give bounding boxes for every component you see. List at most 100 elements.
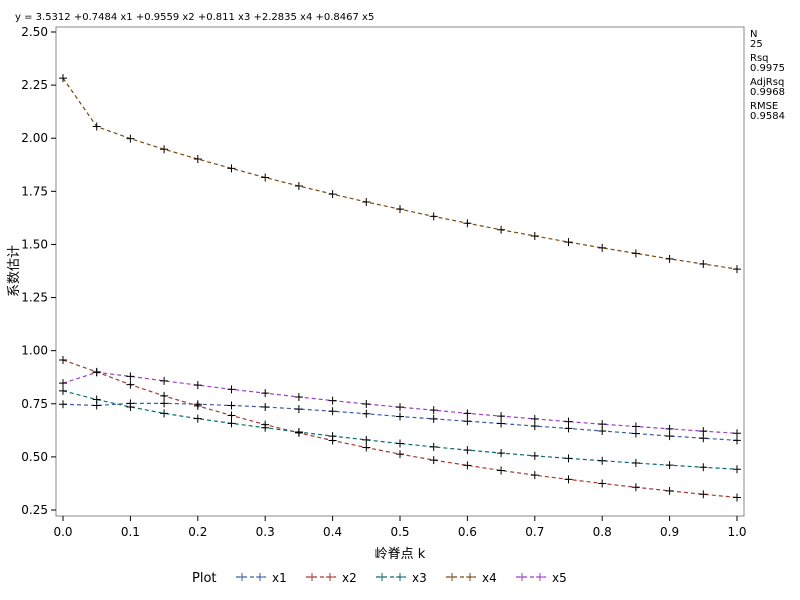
- data-point-x1: [429, 414, 438, 423]
- y-tick-label: 1.50: [21, 237, 48, 251]
- data-point-x5: [429, 406, 438, 415]
- legend-marker-x2: [326, 573, 334, 581]
- data-point-x5: [328, 396, 337, 405]
- data-point-x3: [598, 456, 607, 465]
- data-point-x2: [665, 486, 674, 495]
- legend-label-x4: x4: [482, 571, 497, 585]
- stat-label: AdjRsq: [750, 77, 785, 88]
- fit-statistics-panel: N 25 Rsq 0.9975 AdjRsq 0.9968 RMSE 0.958…: [750, 30, 785, 126]
- x-tick-label: 1.0: [727, 525, 746, 539]
- y-tick-label: 2.50: [21, 25, 48, 39]
- data-point-x4: [699, 259, 708, 268]
- data-point-x1: [631, 429, 640, 438]
- data-point-x5: [598, 420, 607, 429]
- data-point-x2: [126, 380, 135, 389]
- data-point-x4: [193, 155, 202, 164]
- data-point-x2: [227, 411, 236, 420]
- stat-rsq: Rsq 0.9975: [750, 54, 785, 74]
- data-point-x3: [463, 446, 472, 455]
- legend-title: Plot: [192, 571, 217, 586]
- x-tick-label: 0.7: [525, 525, 544, 539]
- series-line-x4: [62, 77, 738, 270]
- x-tick-label: 0.1: [121, 525, 140, 539]
- data-point-x3: [429, 442, 438, 451]
- data-point-x2: [193, 401, 202, 410]
- data-point-x5: [564, 417, 573, 426]
- data-point-x4: [92, 122, 101, 131]
- stat-value: 0.9968: [750, 87, 785, 98]
- series-line-x3: [62, 390, 738, 470]
- axes-group: 0.0 0.1 0.2 0.3 0.4 0.5 0.6 0.7 0.8 0.9 1.0 0.25 0.5…: [21, 25, 746, 539]
- data-point-x4: [126, 134, 135, 143]
- y-tick-label: 2.25: [21, 78, 48, 92]
- data-point-x5: [631, 422, 640, 431]
- y-tick-label: 1.25: [21, 291, 48, 305]
- data-point-x5: [193, 381, 202, 390]
- data-point-x1: [227, 401, 236, 410]
- data-point-x4: [362, 197, 371, 206]
- data-point-x5: [227, 385, 236, 394]
- data-point-x3: [564, 454, 573, 463]
- y-tick-label: 0.50: [21, 450, 48, 464]
- data-point-x1: [362, 409, 371, 418]
- y-tick-label: 1.75: [21, 184, 48, 198]
- data-point-x4: [227, 164, 236, 173]
- y-tick-label: 2.00: [21, 131, 48, 145]
- stat-rmse: RMSE 0.9584: [750, 102, 785, 122]
- data-point-x4: [328, 190, 337, 199]
- data-point-x5: [59, 379, 67, 388]
- legend-marker-x5: [518, 573, 526, 581]
- data-point-x3: [497, 449, 506, 458]
- x-tick-label: 0.3: [256, 525, 275, 539]
- data-point-x2: [59, 356, 67, 365]
- data-point-x4: [598, 243, 607, 252]
- data-point-x1: [294, 405, 303, 414]
- data-point-x5: [497, 412, 506, 421]
- data-point-x3: [396, 439, 404, 448]
- stat-n: N 25: [750, 30, 785, 50]
- data-point-x5: [665, 424, 674, 433]
- data-point-x4: [530, 231, 539, 240]
- data-point-x2: [631, 483, 640, 492]
- data-point-x3: [294, 428, 303, 437]
- x-tick-label: 0.8: [593, 525, 612, 539]
- data-point-x5: [699, 427, 708, 436]
- legend-marker-x4: [448, 573, 456, 581]
- data-point-x4: [160, 145, 169, 154]
- stat-value: 25: [750, 39, 763, 50]
- data-point-x2: [429, 456, 438, 465]
- data-point-x5: [396, 403, 404, 412]
- data-point-x5: [160, 376, 169, 385]
- data-point-x5: [126, 372, 135, 381]
- data-point-x1: [598, 426, 607, 435]
- data-point-x3: [733, 465, 741, 474]
- legend-marker-x5: [536, 573, 544, 581]
- data-point-x1: [396, 412, 404, 421]
- data-point-x4: [294, 182, 303, 191]
- data-point-x3: [261, 423, 270, 432]
- data-point-x2: [160, 391, 169, 400]
- data-point-x3: [328, 432, 337, 441]
- data-point-x5: [294, 392, 303, 401]
- data-point-x2: [497, 466, 506, 475]
- data-point-x4: [261, 173, 270, 182]
- data-point-x1: [160, 399, 169, 408]
- stat-label: N: [750, 29, 758, 40]
- legend-marker-x3: [378, 573, 386, 581]
- data-point-x3: [530, 451, 539, 460]
- data-point-x1: [665, 432, 674, 441]
- x-tick-label: 0.0: [53, 525, 72, 539]
- stat-value: 0.9584: [750, 111, 785, 122]
- legend-marker-x2: [308, 573, 316, 581]
- data-point-x4: [631, 249, 640, 258]
- data-point-x3: [193, 414, 202, 423]
- data-point-x1: [59, 400, 67, 409]
- data-point-x3: [59, 386, 67, 395]
- y-tick-label: 1.00: [21, 344, 48, 358]
- data-point-x5: [733, 429, 741, 438]
- x-tick-label: 0.2: [188, 525, 207, 539]
- series-line-x5: [62, 371, 738, 434]
- legend-marker-x4: [466, 573, 474, 581]
- x-tick-label: 0.6: [458, 525, 477, 539]
